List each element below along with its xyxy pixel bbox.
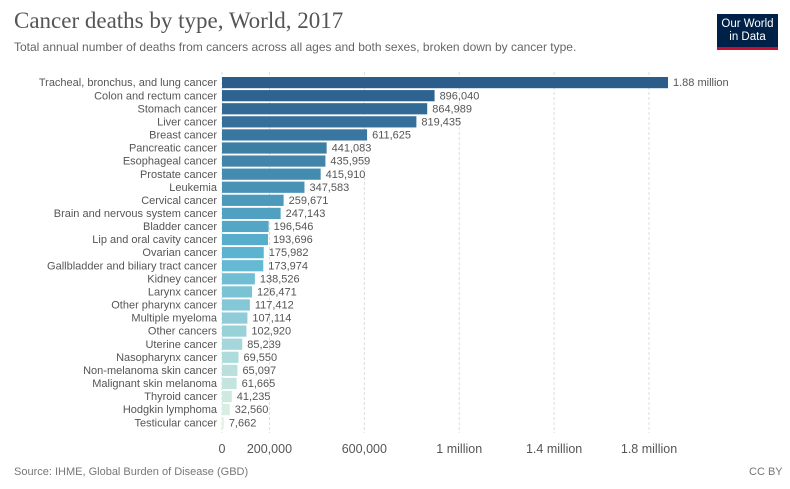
bar[interactable]	[222, 338, 243, 350]
bar[interactable]	[222, 103, 428, 115]
chart-title: Cancer deaths by type, World, 2017	[14, 8, 344, 33]
category-label: Tracheal, bronchus, and lung cancer	[39, 77, 217, 89]
license-link[interactable]: CC BY	[749, 466, 783, 478]
value-label: 896,040	[440, 90, 480, 102]
value-label: 193,696	[273, 234, 313, 246]
category-label: Bladder cancer	[143, 221, 217, 233]
value-label: 1.88 million	[673, 77, 729, 89]
x-tick-label: 0	[219, 442, 226, 456]
category-label: Other pharynx cancer	[111, 300, 217, 312]
bar[interactable]	[222, 351, 239, 363]
category-label: Esophageal cancer	[123, 156, 218, 168]
bar[interactable]	[222, 194, 284, 206]
bar[interactable]	[222, 77, 668, 89]
value-label: 102,920	[251, 326, 291, 338]
value-label: 69,550	[243, 352, 277, 364]
x-tick-label: 200,000	[247, 442, 292, 456]
category-label: Nasopharynx cancer	[116, 352, 217, 364]
bar[interactable]	[222, 390, 232, 403]
category-label: Ovarian cancer	[142, 247, 217, 259]
category-label: Cervical cancer	[141, 195, 217, 207]
value-label: 415,910	[326, 169, 366, 181]
bar[interactable]	[222, 220, 269, 233]
bar[interactable]	[222, 273, 255, 285]
category-label: Hodgkin lymphoma	[123, 404, 218, 416]
category-label: Multiple myeloma	[131, 313, 217, 325]
value-label: 173,974	[268, 260, 308, 272]
bar[interactable]	[222, 286, 253, 298]
logo-line-2: in Data	[729, 30, 766, 43]
logo-line-1: Our World	[721, 17, 774, 30]
bar[interactable]	[222, 181, 305, 193]
x-tick-label: 1 million	[436, 442, 482, 456]
category-label: Gallbladder and biliary tract cancer	[47, 260, 217, 272]
value-label: 61,665	[242, 378, 276, 390]
category-label: Lip and oral cavity cancer	[92, 234, 217, 246]
value-label: 441,083	[332, 143, 372, 155]
value-label: 7,662	[229, 417, 257, 429]
value-label: 611,625	[372, 130, 411, 142]
value-label: 259,671	[289, 195, 329, 207]
category-label: Brain and nervous system cancer	[54, 208, 218, 220]
category-label: Larynx cancer	[148, 286, 217, 298]
bar[interactable]	[222, 129, 368, 141]
bar[interactable]	[222, 90, 435, 102]
bar[interactable]	[222, 417, 224, 429]
value-label: 85,239	[247, 339, 281, 351]
category-label: Liver cancer	[157, 116, 217, 128]
owid-logo[interactable]: Our World in Data	[717, 14, 778, 50]
category-label: Uterine cancer	[145, 339, 217, 351]
x-tick-label: 1.4 million	[526, 442, 582, 456]
x-tick-label: 600,000	[342, 442, 387, 456]
value-label: 32,560	[235, 404, 269, 416]
value-label: 107,114	[252, 313, 291, 325]
bar[interactable]	[222, 325, 247, 337]
category-label: Prostate cancer	[140, 169, 217, 181]
bar[interactable]	[222, 299, 250, 311]
value-label: 126,471	[257, 286, 297, 298]
category-label: Stomach cancer	[138, 103, 218, 115]
chart-subtitle: Total annual number of deaths from cance…	[14, 40, 577, 54]
bar[interactable]	[222, 168, 321, 180]
value-label: 864,989	[432, 103, 472, 115]
category-label: Pancreatic cancer	[129, 143, 217, 155]
category-label: Testicular cancer	[134, 417, 217, 429]
bar[interactable]	[222, 260, 264, 272]
bar[interactable]	[222, 142, 327, 154]
bar[interactable]	[222, 155, 326, 167]
value-label: 138,526	[260, 273, 300, 285]
value-label: 65,097	[242, 365, 276, 377]
category-label: Breast cancer	[149, 130, 217, 142]
value-label: 117,412	[255, 300, 294, 312]
category-label: Thyroid cancer	[144, 391, 217, 403]
value-label: 196,546	[274, 221, 314, 233]
bar[interactable]	[222, 233, 268, 246]
bar[interactable]	[222, 377, 237, 390]
bar[interactable]	[222, 116, 417, 128]
value-label: 435,959	[330, 156, 370, 168]
bar[interactable]	[222, 364, 238, 376]
category-label: Leukemia	[169, 182, 218, 194]
bar[interactable]	[222, 247, 264, 259]
value-label: 819,435	[421, 116, 461, 128]
bar[interactable]	[222, 404, 230, 416]
bar[interactable]	[222, 312, 248, 324]
category-label: Kidney cancer	[147, 273, 217, 285]
category-label: Other cancers	[148, 326, 218, 338]
value-label: 41,235	[237, 391, 271, 403]
category-label: Malignant skin melanoma	[92, 378, 218, 390]
value-label: 247,143	[286, 208, 326, 220]
value-label: 347,583	[309, 182, 349, 194]
bar[interactable]	[222, 207, 281, 219]
category-label: Colon and rectum cancer	[94, 90, 217, 102]
value-label: 175,982	[269, 247, 309, 259]
x-tick-label: 1.8 million	[621, 442, 677, 456]
source-note[interactable]: Source: IHME, Global Burden of Disease (…	[14, 466, 249, 478]
category-label: Non-melanoma skin cancer	[83, 365, 217, 377]
